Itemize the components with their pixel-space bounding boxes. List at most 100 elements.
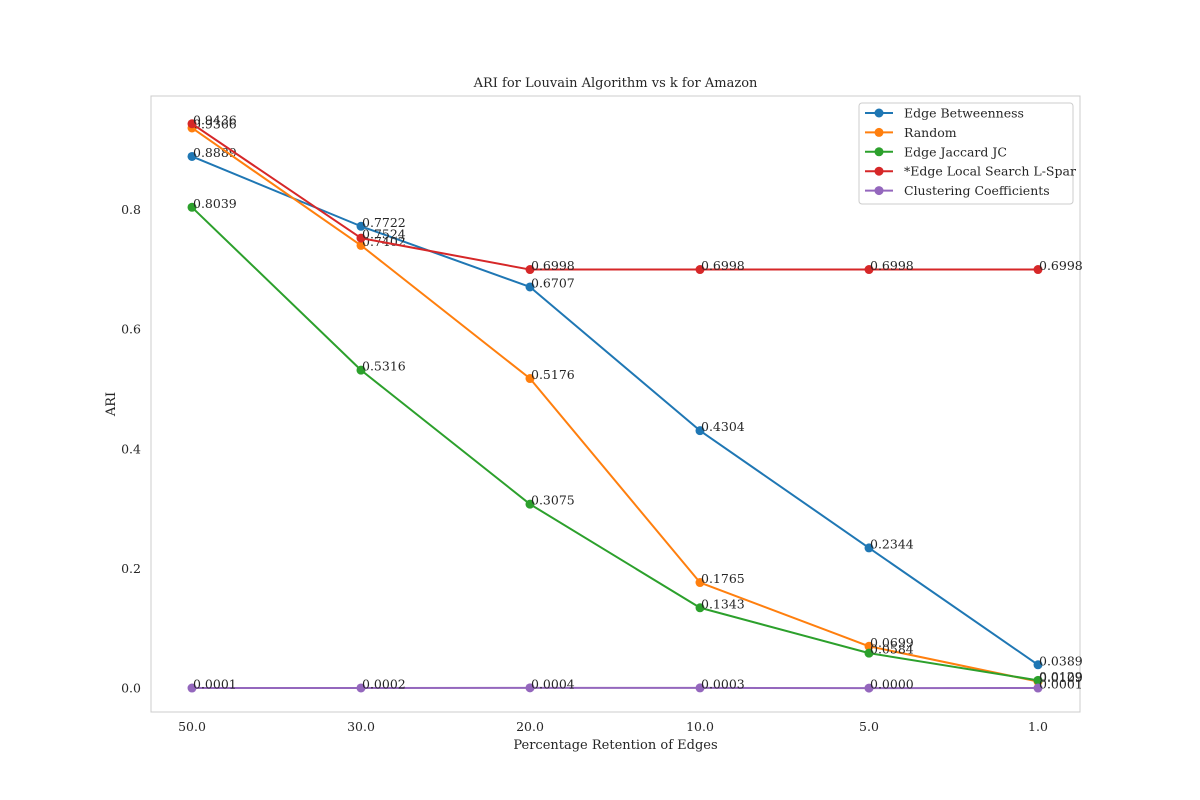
legend-swatch-marker <box>874 127 884 137</box>
data-label: 0.3075 <box>531 493 575 508</box>
x-tick-label: 50.0 <box>178 719 206 734</box>
data-point <box>187 119 197 129</box>
data-point <box>695 426 705 436</box>
data-point <box>356 683 366 693</box>
series-line <box>191 155 1039 666</box>
x-tick-label: 30.0 <box>347 719 375 734</box>
legend-item: Edge Betweenness <box>865 106 1024 121</box>
data-point <box>525 374 535 384</box>
y-axis-label: ARI <box>104 392 119 417</box>
data-point <box>695 265 705 275</box>
data-label: 0.1343 <box>701 596 745 611</box>
legend-box <box>858 102 1074 205</box>
data-label: 0.9436 <box>193 112 237 127</box>
data-point <box>187 683 197 693</box>
data-point <box>525 499 535 509</box>
data-point <box>1033 683 1043 693</box>
data-label: 0.7722 <box>362 215 406 230</box>
legend-item: Edge Jaccard JC <box>865 144 1007 159</box>
data-point <box>864 683 874 693</box>
x-tick-label: 20.0 <box>516 719 544 734</box>
data-point <box>864 641 874 651</box>
y-tick-label: 0.8 <box>121 202 141 217</box>
data-point <box>356 221 366 231</box>
data-point <box>525 683 535 693</box>
legend-label: *Edge Local Search L-Spar <box>904 164 1076 179</box>
y-tick-label: 0.0 <box>121 681 141 696</box>
x-axis-ticks: 50.0 30.0 20.0 10.0 5.0 1.0 <box>178 719 1048 734</box>
data-point <box>864 265 874 275</box>
legend-item: Random <box>865 125 957 140</box>
x-tick-label: 1.0 <box>1028 719 1048 734</box>
data-label: 0.9366 <box>193 116 237 131</box>
series-4: 0.9436 0.7524 0.6998 0.6998 0.6998 0.6998 <box>187 112 1083 275</box>
legend-swatch-marker <box>874 186 884 196</box>
x-tick-label: 5.0 <box>859 719 879 734</box>
series-line <box>191 127 1039 683</box>
data-label: 0.0699 <box>870 635 914 650</box>
data-label: 0.5176 <box>531 367 575 382</box>
data-point <box>525 265 535 275</box>
data-label: 0.8889 <box>193 145 237 160</box>
legend-label: Edge Jaccard JC <box>904 144 1007 159</box>
y-tick-label: 0.2 <box>121 561 141 576</box>
data-label: 0.6707 <box>531 275 575 290</box>
series-line <box>191 206 1039 682</box>
series-line <box>191 122 1038 271</box>
y-tick-label: 0.4 <box>121 441 141 456</box>
data-label: 0.2344 <box>870 536 914 551</box>
data-point <box>1033 660 1043 670</box>
legend-item: Clustering Coefficients <box>865 183 1050 198</box>
data-label: 0.0004 <box>531 676 575 691</box>
data-point <box>695 603 705 613</box>
data-label: 0.0109 <box>1039 670 1083 685</box>
data-label: 0.8039 <box>193 196 237 211</box>
data-point <box>695 683 705 693</box>
legend: Edge Betweenness Random Edge Jaccard JC *Ed… <box>858 102 1076 205</box>
series-3: 0.8039 0.5316 0.3075 0.1343 0.0584 0.0129 <box>187 196 1083 685</box>
data-point <box>1033 265 1043 275</box>
data-point <box>695 578 705 588</box>
data-point <box>356 365 366 375</box>
series-layer: 0.8889 0.7722 0.6707 0.4304 0.2344 0.0389 0.93… <box>187 112 1083 693</box>
data-point <box>187 151 197 161</box>
data-label: 0.7524 <box>362 227 406 242</box>
data-label: 0.6998 <box>701 258 745 273</box>
data-point <box>525 282 535 292</box>
legend-swatch-marker <box>874 166 884 176</box>
data-label: 0.6998 <box>1039 258 1083 273</box>
data-label: 0.0129 <box>1039 669 1083 684</box>
legend-label: Clustering Coefficients <box>904 183 1050 198</box>
y-axis-ticks: 0.0 0.2 0.4 0.6 0.8 <box>121 202 141 695</box>
legend-label: Random <box>904 125 957 140</box>
data-label: 0.4304 <box>701 419 745 434</box>
data-label: 0.6998 <box>531 258 575 273</box>
legend-label: Edge Betweenness <box>904 106 1024 121</box>
data-label: 0.0003 <box>701 676 745 691</box>
data-point <box>864 648 874 658</box>
legend-swatch-marker <box>874 147 884 157</box>
data-label: 0.6998 <box>870 258 914 273</box>
y-tick-label: 0.6 <box>121 322 141 337</box>
data-point <box>864 543 874 553</box>
series-5: 0.0001 0.0002 0.0004 0.0003 0.0000 0.0001 <box>187 676 1083 693</box>
data-label: 0.0001 <box>193 677 237 692</box>
data-label: 0.0584 <box>870 642 914 657</box>
data-point <box>1033 675 1043 685</box>
data-label: 0.1765 <box>701 571 745 586</box>
x-axis-label: Percentage Retention of Edges <box>513 738 717 753</box>
data-label: 0.5316 <box>362 359 406 374</box>
data-label: 0.0002 <box>362 676 406 691</box>
data-label: 0.0000 <box>870 677 914 692</box>
legend-item: *Edge Local Search L-Spar <box>865 164 1076 179</box>
x-tick-label: 10.0 <box>686 719 714 734</box>
plot-frame <box>150 95 1081 713</box>
data-label: 0.0389 <box>1039 653 1083 668</box>
data-label: 0.0001 <box>1039 677 1083 692</box>
data-point <box>356 240 366 250</box>
data-point <box>356 233 366 243</box>
legend-swatch-marker <box>874 108 884 118</box>
